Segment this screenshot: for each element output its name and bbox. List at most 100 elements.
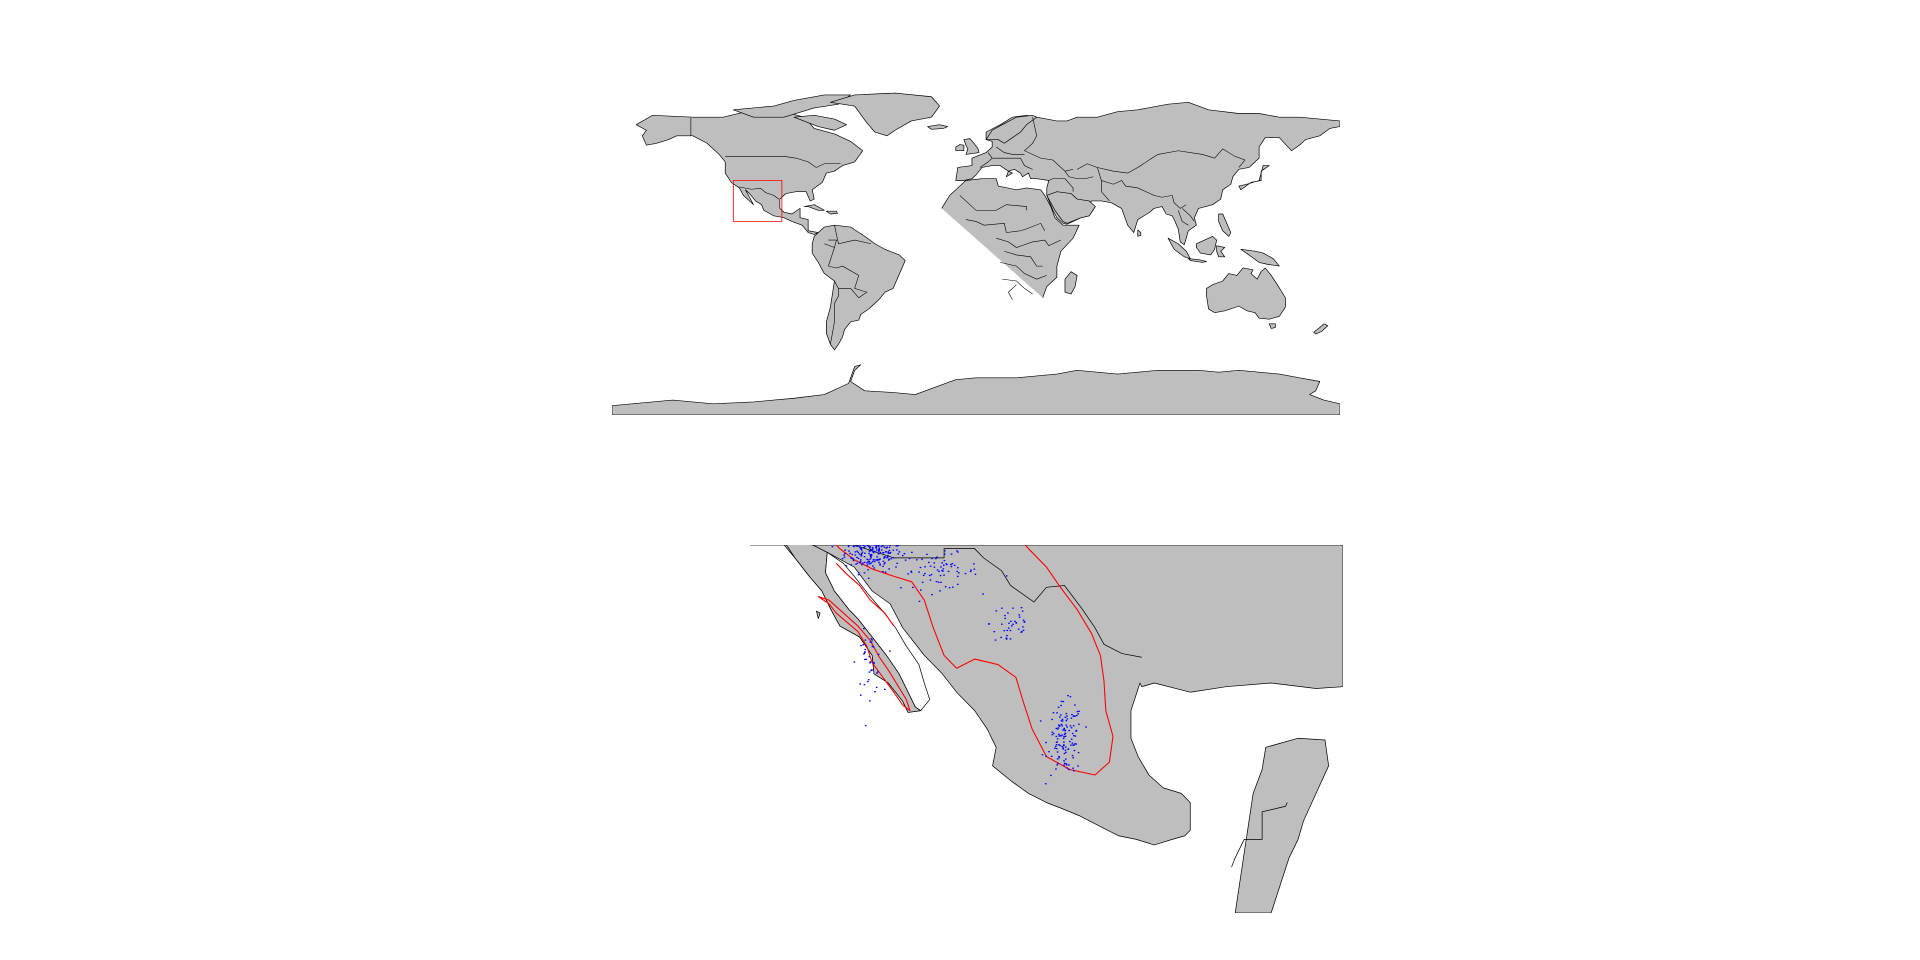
occurrence-point — [890, 558, 893, 560]
occurrence-point — [875, 686, 878, 689]
occurrence-point — [958, 572, 960, 574]
occurrence-point — [1064, 729, 1067, 731]
occurrence-point — [1064, 749, 1067, 751]
occurrence-point — [879, 564, 881, 566]
occurrence-point — [1063, 752, 1066, 755]
occurrence-point — [859, 562, 861, 564]
occurrence-point — [876, 549, 878, 551]
us-mexico-border — [739, 186, 780, 200]
occurrence-point — [868, 560, 871, 563]
occurrence-point — [969, 570, 972, 573]
occurrence-point — [886, 556, 889, 558]
occurrence-point — [874, 545, 876, 546]
occurrence-point — [1056, 728, 1059, 730]
occurrence-point — [882, 570, 884, 573]
occurrence-point — [1022, 619, 1025, 621]
occurrence-point — [887, 552, 890, 554]
occurrence-point — [851, 553, 854, 556]
occurrence-point — [872, 646, 875, 648]
baffin-island — [793, 115, 847, 131]
occurrence-point — [1072, 767, 1074, 769]
occurrence-point — [880, 545, 883, 548]
occurrence-point — [1063, 733, 1066, 735]
occurrence-point — [848, 550, 850, 552]
occurrence-point — [929, 565, 932, 567]
occurrence-point — [1060, 700, 1063, 703]
occurrence-point — [1039, 720, 1042, 722]
occurrence-point — [1065, 712, 1068, 715]
occurrence-point — [864, 546, 866, 548]
occurrence-point — [924, 566, 926, 568]
occurrence-point — [875, 546, 877, 548]
japan — [1238, 165, 1270, 191]
occurrence-point — [873, 550, 876, 553]
occurrence-point — [964, 572, 967, 575]
occurrence-point — [1051, 734, 1054, 736]
occurrence-point — [860, 552, 863, 555]
occurrence-point — [1054, 745, 1057, 748]
occurrence-point — [1062, 748, 1064, 750]
occurrence-point — [864, 651, 866, 653]
occurrence-point — [1061, 745, 1064, 748]
occurrence-point — [1058, 757, 1061, 759]
occurrence-point — [864, 639, 867, 641]
occurrence-point — [856, 562, 859, 565]
occurrence-point — [950, 553, 953, 555]
occurrence-point — [939, 590, 941, 592]
occurrence-point — [1068, 768, 1070, 771]
occurrence-point — [888, 546, 891, 548]
occurrence-point — [1060, 704, 1062, 707]
occurrence-point — [873, 560, 876, 563]
occurrence-point — [1062, 729, 1065, 731]
occurrence-point — [871, 645, 874, 648]
occurrence-point — [860, 644, 862, 647]
occurrence-point — [869, 700, 871, 702]
occurrence-point — [857, 557, 860, 560]
occurrence-point — [863, 572, 866, 574]
occurrence-point — [950, 563, 952, 566]
occurrence-point — [879, 551, 882, 554]
occurrence-point — [870, 553, 873, 556]
occurrence-point — [872, 559, 875, 561]
occurrence-point — [1012, 607, 1014, 609]
occurrence-points — [831, 545, 1087, 785]
africa — [941, 178, 1080, 298]
occurrence-point — [1077, 751, 1080, 754]
occurrence-point — [918, 600, 921, 603]
occurrence-point — [911, 551, 913, 554]
range-outline-baja — [817, 595, 911, 712]
occurrence-point — [1065, 719, 1068, 722]
occurrence-point — [904, 559, 907, 561]
occurrence-point — [868, 671, 871, 673]
occurrence-point — [884, 571, 887, 573]
occurrence-point — [869, 661, 872, 663]
occurrence-point — [924, 572, 926, 575]
arctic-islands — [732, 94, 851, 118]
occurrence-point — [907, 573, 909, 575]
north-america — [635, 109, 864, 235]
occurrence-point — [951, 586, 954, 588]
occurrence-point — [900, 587, 902, 589]
occurrence-point — [1001, 623, 1003, 625]
occurrence-point — [889, 650, 891, 652]
occurrence-point — [883, 546, 886, 548]
occurrence-point — [866, 564, 869, 566]
occurrence-point — [944, 586, 947, 588]
occurrence-point — [938, 570, 940, 573]
hispaniola — [826, 210, 838, 215]
occurrence-point — [1071, 742, 1074, 744]
occurrence-point — [1065, 763, 1068, 765]
occurrence-point — [852, 559, 855, 562]
occurrence-point — [1017, 628, 1020, 630]
occurrence-point — [918, 571, 920, 573]
occurrence-point — [1076, 710, 1079, 713]
occurrence-point — [859, 694, 862, 696]
occurrence-point — [1063, 741, 1065, 743]
occurrence-point — [860, 553, 862, 556]
occurrence-point — [1066, 715, 1068, 717]
range-outline-main — [835, 545, 1114, 776]
occurrence-point — [933, 562, 936, 564]
occurrence-point — [877, 653, 880, 656]
occurrence-point — [875, 559, 877, 561]
occurrence-point — [849, 552, 851, 555]
